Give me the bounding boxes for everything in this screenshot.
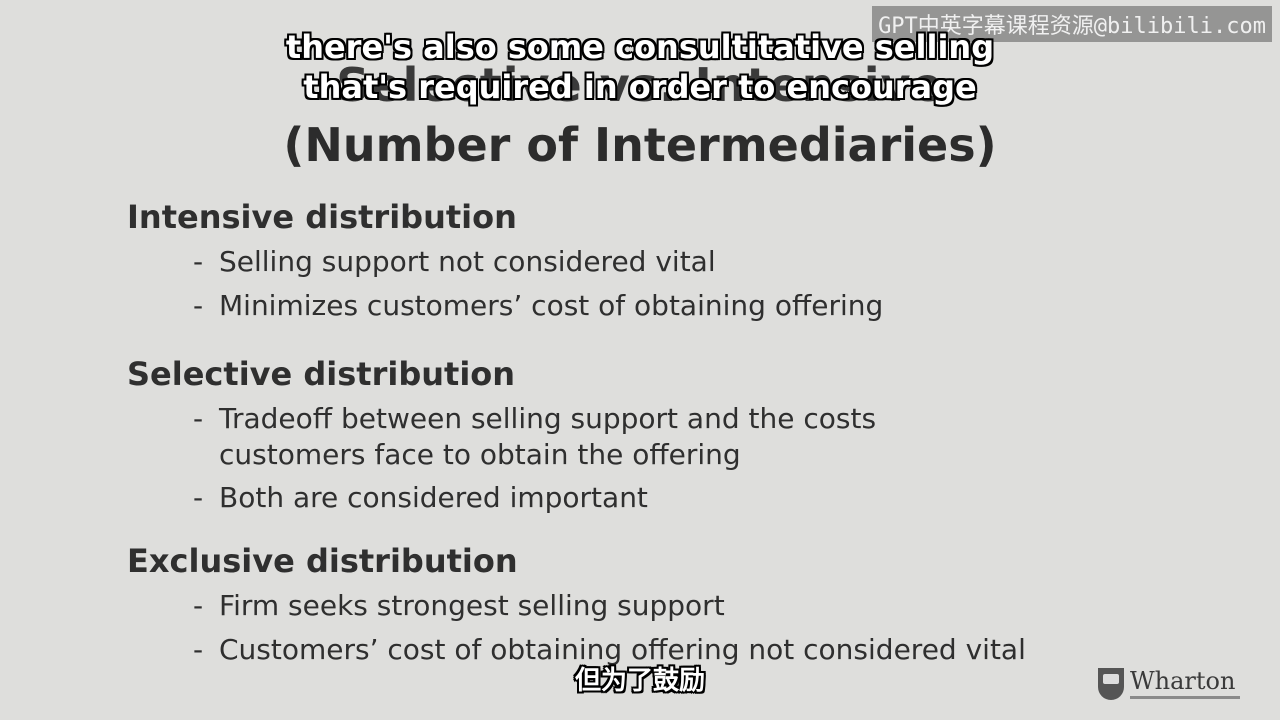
wharton-logo: Wharton <box>1098 668 1240 700</box>
bullet-item: - Minimizes customers’ cost of obtaining… <box>127 288 1227 324</box>
bullet-text: Both are considered important <box>219 481 648 514</box>
logo-name: Wharton <box>1130 667 1236 695</box>
bullet-item: - Both are considered important <box>127 480 1227 516</box>
bullet-text: Tradeoff between selling support and the… <box>219 402 877 435</box>
subtitle-english-line1: there's also some consultitative selling <box>285 28 995 66</box>
bullet-item: - Tradeoff between selling support and t… <box>127 401 1227 473</box>
watermark: GPT中英字幕课程资源@bilibili.com <box>872 6 1272 42</box>
subtitle-chinese: 但为了鼓励 <box>574 666 705 696</box>
bullet-item: - Firm seeks strongest selling support <box>127 588 1227 624</box>
section-exclusive: Exclusive distribution - Firm seeks stro… <box>127 542 1227 668</box>
section-intensive: Intensive distribution - Selling support… <box>127 198 1227 324</box>
penn-shield-icon <box>1098 668 1124 700</box>
bullet-text: Minimizes customers’ cost of obtaining o… <box>219 289 884 322</box>
section-heading: Exclusive distribution <box>127 542 518 580</box>
bullet-text-continued: customers face to obtain the offering <box>219 438 741 471</box>
section-heading: Intensive distribution <box>127 198 517 236</box>
section-heading: Selective distribution <box>127 355 516 393</box>
bullet-text: Customers’ cost of obtaining offering no… <box>219 633 1026 666</box>
bullet-text: Firm seeks strongest selling support <box>219 589 725 622</box>
slide-title-line1: Selective vs. Intensive <box>336 58 944 112</box>
section-selective: Selective distribution - Tradeoff betwee… <box>127 355 1227 516</box>
slide-title-line2: (Number of Intermediaries) <box>283 118 997 172</box>
subtitle-english-line2: that's required in order to encourage <box>303 68 977 106</box>
bullet-text: Selling support not considered vital <box>219 245 716 278</box>
logo-subline <box>1130 696 1240 699</box>
bullet-item: - Customers’ cost of obtaining offering … <box>127 632 1227 668</box>
bullet-item: - Selling support not considered vital <box>127 244 1227 280</box>
